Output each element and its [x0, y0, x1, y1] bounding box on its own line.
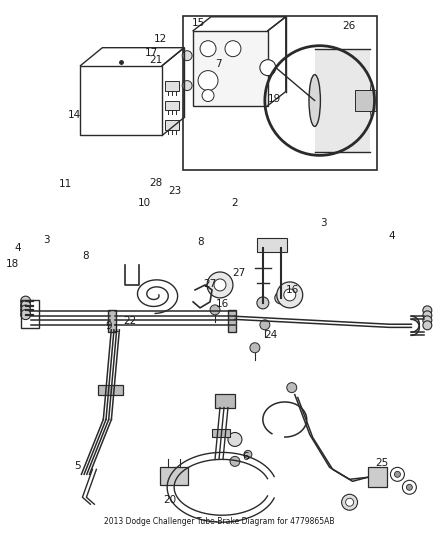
- Text: 27: 27: [203, 279, 216, 288]
- Bar: [215, 393, 235, 408]
- Bar: [81, 66, 162, 135]
- Text: 23: 23: [168, 186, 181, 196]
- Circle shape: [423, 316, 432, 325]
- Text: 6: 6: [242, 451, 248, 462]
- Text: 4: 4: [15, 243, 21, 253]
- Circle shape: [210, 305, 220, 315]
- Circle shape: [423, 311, 432, 320]
- Text: 10: 10: [138, 198, 151, 208]
- Bar: [212, 430, 230, 438]
- Circle shape: [230, 456, 240, 466]
- Text: 26: 26: [343, 21, 356, 31]
- Circle shape: [260, 60, 276, 76]
- Text: 21: 21: [149, 55, 162, 66]
- Text: 22: 22: [123, 316, 136, 326]
- Bar: [165, 101, 179, 110]
- Bar: [99, 385, 124, 394]
- Text: 9: 9: [106, 321, 112, 331]
- Bar: [21, 300, 39, 328]
- Circle shape: [225, 41, 241, 56]
- Bar: [228, 310, 236, 332]
- Bar: [108, 310, 117, 332]
- Bar: [165, 80, 179, 91]
- Circle shape: [214, 279, 226, 291]
- Text: 8: 8: [198, 237, 204, 247]
- Text: 8: 8: [82, 252, 89, 261]
- Text: 19: 19: [268, 94, 282, 104]
- Circle shape: [275, 292, 287, 304]
- Circle shape: [423, 306, 432, 315]
- Circle shape: [244, 450, 252, 458]
- Text: 7: 7: [215, 59, 222, 69]
- Circle shape: [228, 432, 242, 447]
- Bar: [193, 31, 268, 106]
- Circle shape: [21, 301, 31, 311]
- Ellipse shape: [358, 75, 371, 126]
- Text: 25: 25: [375, 458, 388, 468]
- Circle shape: [207, 272, 233, 298]
- Text: 12: 12: [153, 34, 167, 44]
- Text: 11: 11: [59, 179, 72, 189]
- Circle shape: [182, 51, 192, 61]
- Circle shape: [346, 498, 353, 506]
- Bar: [314, 49, 370, 152]
- Text: 3: 3: [43, 235, 50, 245]
- Circle shape: [182, 80, 192, 91]
- Circle shape: [200, 41, 216, 56]
- Circle shape: [250, 343, 260, 353]
- Text: 1: 1: [113, 324, 120, 334]
- Circle shape: [21, 310, 31, 320]
- Text: 4: 4: [388, 231, 395, 241]
- Circle shape: [21, 305, 31, 315]
- Bar: [183, 16, 378, 171]
- Bar: [257, 238, 287, 252]
- Text: 27: 27: [232, 268, 245, 278]
- Text: 20: 20: [163, 495, 177, 505]
- Circle shape: [260, 320, 270, 330]
- Circle shape: [406, 484, 413, 490]
- Text: 28: 28: [149, 177, 162, 188]
- Circle shape: [21, 296, 31, 306]
- Circle shape: [257, 297, 269, 309]
- Bar: [367, 467, 388, 487]
- Ellipse shape: [309, 75, 321, 126]
- Bar: [160, 467, 188, 486]
- Text: 24: 24: [264, 329, 277, 340]
- Text: 3: 3: [321, 218, 327, 228]
- Circle shape: [395, 471, 400, 478]
- Text: 17: 17: [145, 48, 158, 58]
- Text: 2: 2: [231, 198, 237, 208]
- Text: 14: 14: [68, 110, 81, 120]
- Text: 15: 15: [192, 18, 205, 28]
- Circle shape: [202, 90, 214, 101]
- Text: 16: 16: [216, 298, 229, 309]
- Circle shape: [342, 494, 357, 510]
- Bar: [165, 120, 179, 131]
- Text: 16: 16: [286, 285, 299, 295]
- Circle shape: [277, 282, 303, 308]
- Text: 18: 18: [6, 259, 20, 269]
- Circle shape: [198, 71, 218, 91]
- Circle shape: [284, 289, 296, 301]
- Circle shape: [403, 480, 417, 494]
- Circle shape: [390, 467, 404, 481]
- Bar: [355, 90, 377, 111]
- Text: 2013 Dodge Challenger Tube-Brake Diagram for 4779865AB: 2013 Dodge Challenger Tube-Brake Diagram…: [104, 517, 334, 526]
- Circle shape: [423, 321, 432, 330]
- Circle shape: [287, 383, 297, 393]
- Text: 5: 5: [74, 461, 81, 471]
